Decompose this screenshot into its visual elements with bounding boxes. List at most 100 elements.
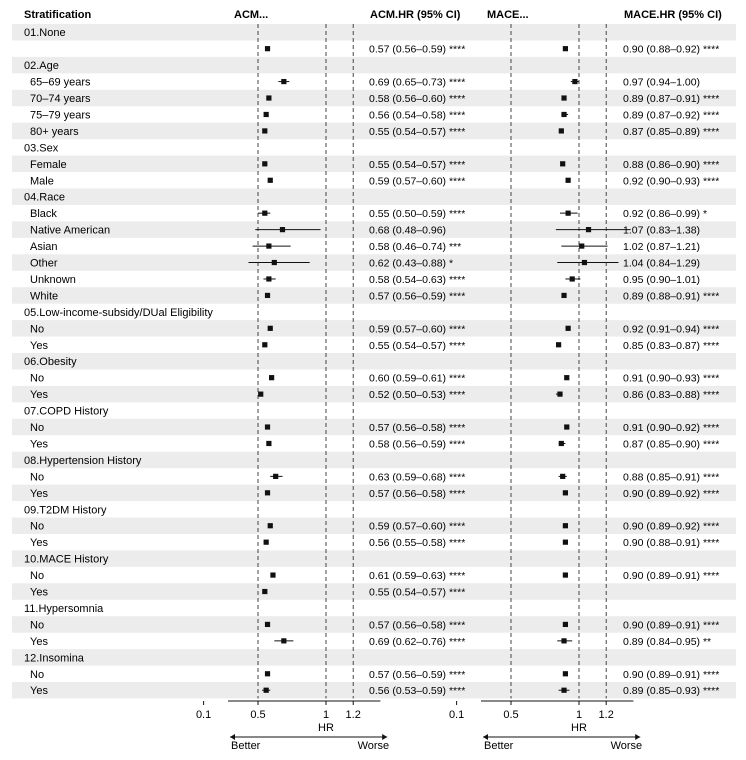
mace-hr-text: 0.89 (0.88–0.91) **** <box>623 290 719 302</box>
acm-point <box>267 325 273 331</box>
acm-hr-text: 0.57 (0.56–0.59) **** <box>369 669 465 681</box>
subgroup-label: 75–79 years <box>30 109 91 121</box>
mace-point <box>562 46 568 52</box>
mace-worse-label: Worse <box>611 740 643 752</box>
acm-hr-text: 0.57 (0.56–0.58) **** <box>369 422 465 434</box>
subgroup-label: Female <box>30 159 67 171</box>
mace-point <box>562 621 568 628</box>
mace-hr-text: 0.95 (0.90–1.01) <box>623 274 700 286</box>
mace-arrow-head-left <box>483 734 488 740</box>
subgroup-label: No <box>30 471 44 483</box>
mace-point <box>565 325 571 331</box>
header-mace-hr: MACE.HR (95% CI) <box>624 9 722 21</box>
subgroup-label: White <box>30 290 58 302</box>
acm-hr-text: 0.55 (0.50–0.59) **** <box>369 208 465 220</box>
mace-hr-text: 0.90 (0.89–0.92) **** <box>623 521 719 533</box>
acm-hr-text: 0.59 (0.57–0.60) **** <box>369 521 465 533</box>
mace-point <box>569 276 575 282</box>
mace-point <box>562 523 568 529</box>
subgroup-label: Other <box>30 258 58 270</box>
acm-hr-text: 0.57 (0.56–0.58) **** <box>369 619 465 631</box>
acm-point <box>266 243 272 249</box>
acm-hr-text: 0.59 (0.57–0.60) **** <box>369 323 465 335</box>
mace-point <box>562 539 568 545</box>
subgroup-label: No <box>30 669 44 681</box>
acm-hr-text: 0.61 (0.59–0.63) **** <box>369 570 465 582</box>
acm-point <box>262 128 268 134</box>
acm-point <box>264 46 271 52</box>
mace-hr-text: 0.90 (0.88–0.92) **** <box>623 44 719 56</box>
acm-hr-text: 0.56 (0.55–0.58) **** <box>369 537 465 549</box>
acm-hr-text: 0.69 (0.62–0.76) **** <box>369 636 465 648</box>
mace-point <box>579 243 585 249</box>
mace-hr-text: 0.86 (0.83–0.88) **** <box>623 389 719 401</box>
subgroup-label: No <box>30 619 44 631</box>
group-label: 09.T2DM History <box>24 504 107 516</box>
row-band <box>12 682 736 699</box>
mace-point <box>558 440 564 447</box>
subgroup-label: Yes <box>30 438 48 450</box>
acm-point <box>264 490 271 496</box>
mace-point <box>561 292 567 299</box>
subgroup-label: 70–74 years <box>30 93 91 105</box>
acm-point <box>263 539 269 545</box>
row-texts: 01.None 0.57 (0.56–0.59) **** 0.90 (0.88–0… <box>24 27 719 697</box>
acm-hr-text: 0.58 (0.46–0.74) *** <box>369 241 461 253</box>
mace-point <box>558 128 564 134</box>
acm-tick-label: 1.2 <box>346 709 361 721</box>
acm-point <box>270 572 276 578</box>
group-label: 02.Age <box>24 60 59 72</box>
mace-point <box>561 687 567 693</box>
row-band <box>12 155 736 173</box>
mace-hr-text: 0.91 (0.90–0.93) **** <box>623 373 719 385</box>
mace-tick-label: 1 <box>576 709 582 721</box>
acm-point <box>263 111 269 118</box>
acm-point <box>263 687 269 693</box>
acm-hr-text: 0.62 (0.43–0.88) * <box>369 258 453 270</box>
row-band <box>12 188 736 205</box>
row-band <box>12 287 736 304</box>
mace-hr-text: 0.91 (0.90–0.92) **** <box>623 422 719 434</box>
subgroup-label: No <box>30 422 44 434</box>
acm-point <box>262 342 268 348</box>
mace-hr-text: 1.04 (0.84–1.29) <box>623 258 700 270</box>
mace-point <box>561 95 567 101</box>
subgroup-label: Yes <box>30 389 48 401</box>
subgroup-label: 80+ years <box>30 126 79 138</box>
subgroup-label: Yes <box>30 537 48 549</box>
acm-point <box>262 161 268 167</box>
mace-point <box>562 671 568 677</box>
mace-hr-text: 1.07 (0.83–1.38) <box>623 225 700 237</box>
acm-hr-text: 0.52 (0.50–0.53) **** <box>369 389 465 401</box>
row-band <box>12 583 736 600</box>
acm-point <box>267 177 273 183</box>
mace-hr-text: 1.02 (0.87–1.21) <box>623 241 700 253</box>
row-band <box>12 517 736 534</box>
subgroup-label: No <box>30 570 44 582</box>
row-band <box>12 89 736 107</box>
acm-point <box>266 95 272 101</box>
row-bands <box>12 24 736 699</box>
mace-point <box>560 161 566 167</box>
mace-axis-title: HR <box>571 722 587 734</box>
subgroup-label: Yes <box>30 340 48 352</box>
acm-point <box>269 375 275 381</box>
mace-point <box>557 391 563 397</box>
row-band <box>12 649 736 666</box>
group-label: 11.Hypersomnia <box>24 603 104 615</box>
mace-point <box>585 227 592 233</box>
acm-hr-text: 0.69 (0.65–0.73) **** <box>369 77 465 89</box>
mace-hr-text: 0.92 (0.91–0.94) **** <box>623 323 719 335</box>
subgroup-label: No <box>30 373 44 385</box>
group-label: 03.Sex <box>24 142 59 154</box>
header-acm-hr: ACM.HR (95% CI) <box>370 9 461 21</box>
row-band <box>12 24 736 41</box>
mace-better-label: Better <box>484 740 514 752</box>
acm-point <box>273 473 279 479</box>
acm-point <box>267 523 273 529</box>
header-mace-plot: MACE... <box>487 9 529 21</box>
acm-point <box>264 424 271 430</box>
row-band <box>12 385 736 403</box>
mace-point <box>564 375 570 381</box>
